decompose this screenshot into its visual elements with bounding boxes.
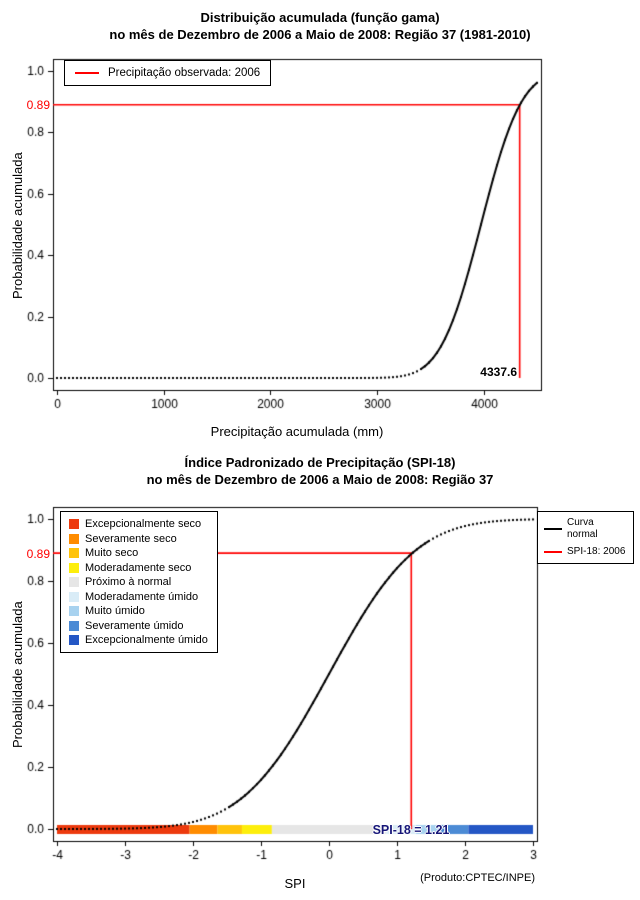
gamma-y-axis-title: Probabilidade acumulada (10, 152, 25, 299)
legend-item: Próximo à normal (69, 576, 208, 588)
category-label: Muito seco (85, 547, 139, 559)
category-swatch-icon (69, 533, 79, 544)
legend-item: Muito úmido (69, 605, 208, 617)
spi-category-legend: Excepcionalmente seco Severamente seco Mui… (60, 511, 218, 653)
legend-item: Muito seco (69, 547, 208, 559)
normal-curve-label: Curva normal (567, 517, 598, 540)
spi-value-label: SPI-18 = 1.21 (372, 823, 450, 837)
category-label: Severamente seco (85, 532, 177, 545)
category-label: Próximo à normal (85, 576, 172, 588)
gamma-legend: Precipitação observada: 2006 (64, 60, 272, 86)
category-swatch-icon (69, 548, 79, 558)
spi-curve-legend: Curva normal SPI-18: 2006 (537, 511, 634, 564)
legend-item: Severamente seco (69, 533, 208, 545)
category-label: Muito úmido (85, 605, 145, 617)
category-swatch-icon (69, 519, 79, 529)
gamma-precipitation-marker-label: 4337.6 (480, 365, 517, 379)
legend-item: Moderadamente úmido (69, 591, 208, 603)
gamma-x-axis-title: Precipitação acumulada (mm) (210, 424, 384, 439)
legend-item-spi-2006: SPI-18: 2006 (544, 546, 627, 558)
spi-chart-title: Índice Padronizado de Precipitação (SPI-… (184, 455, 456, 470)
normal-curve-line-sample (544, 528, 562, 530)
category-swatch-icon (69, 577, 79, 587)
category-swatch-icon (69, 620, 79, 631)
category-label: Moderadamente seco (85, 561, 192, 574)
spi-probability-marker-label: 0.89 (26, 547, 50, 561)
legend-item-normal-curve: Curva normal (544, 517, 627, 541)
category-swatch-icon (69, 635, 79, 645)
category-label: Excepcionalmente úmido (85, 634, 208, 646)
gamma-chart-subtitle: no mês de Dezembro de 2006 a Maio de 200… (109, 27, 531, 42)
category-label: Moderadamente úmido (85, 590, 199, 603)
observed-legend-label: Precipitação observada: 2006 (108, 67, 261, 79)
category-label: Excepcionalmente seco (85, 518, 202, 530)
spi-chart-subtitle: no mês de Dezembro de 2006 a Maio de 200… (146, 472, 494, 487)
category-swatch-icon (69, 591, 79, 602)
legend-item: Severamente úmido (69, 620, 208, 632)
spi-line-sample (544, 551, 562, 553)
gamma-probability-marker-label: 0.89 (26, 98, 50, 112)
spi-x-axis-title: SPI (284, 876, 306, 891)
spi-2006-label: SPI-18: 2006 (567, 546, 626, 557)
category-swatch-icon (69, 562, 79, 573)
precipitation-cdf-plot (0, 46, 640, 420)
legend-item: Moderadamente seco (69, 562, 208, 574)
gamma-chart-title: Distribuição acumulada (função gama) (200, 10, 440, 25)
observed-line-sample (75, 72, 99, 74)
category-swatch-icon (69, 606, 79, 616)
legend-item: Excepcionalmente úmido (69, 634, 208, 646)
legend-item: Excepcionalmente seco (69, 518, 208, 530)
spi-y-axis-title: Probabilidade acumulada (10, 601, 25, 748)
category-label: Severamente úmido (85, 619, 184, 632)
product-credit: (Produto:CPTEC/INPE) (420, 872, 535, 884)
